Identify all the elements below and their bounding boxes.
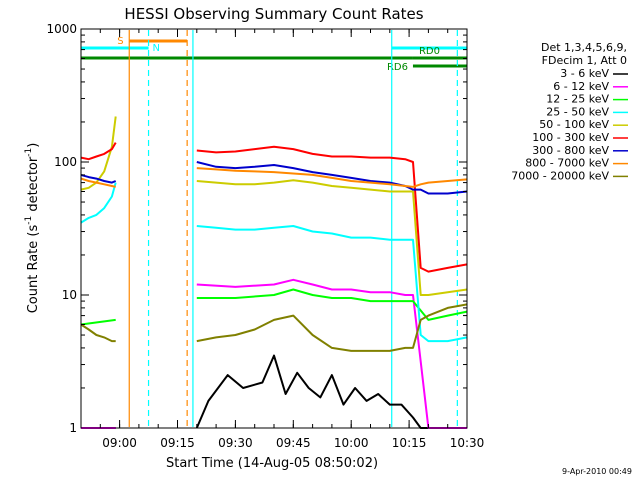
series-line-1: [196, 278, 467, 429]
y-tick-label-0: 1: [69, 421, 77, 435]
series-lines: [80, 116, 468, 429]
legend-label-5: 100 - 300 keV: [532, 131, 609, 144]
x-tick-label-1: 09:15: [160, 436, 195, 450]
y-axis-label-mid: detector: [26, 156, 41, 216]
chart-title: HESSI Observing Summary Count Rates: [124, 5, 423, 23]
series-line-7: [80, 177, 116, 188]
x-tick-label-5: 10:15: [392, 436, 427, 450]
legend-label-0: 3 - 6 keV: [560, 67, 609, 80]
series-line-3: [196, 225, 468, 343]
series-line-5: [196, 145, 468, 273]
y-axis-label: Count Rate (s-1 detector-1): [24, 143, 41, 314]
flag-bar-label-5: RD6: [387, 62, 408, 73]
legend-label-3: 25 - 50 keV: [546, 105, 609, 118]
series-line-4: [196, 179, 468, 296]
vertical-markers: [128, 30, 458, 427]
series-line-8: [80, 323, 116, 343]
x-tick-label-2: 09:30: [218, 436, 253, 450]
flag-bar-label-1: N: [153, 43, 160, 54]
x-tick-label-0: 09:00: [102, 436, 137, 450]
legend-label-8: 7000 - 20000 keV: [511, 169, 609, 182]
y-axis-label-end: ): [26, 143, 41, 148]
y-axis-label-sup2: -1: [24, 148, 34, 157]
flag-bar-label-3: RD0: [419, 46, 440, 57]
y-axis-label-main: Count Rate (s: [26, 225, 41, 314]
series-line-6: [196, 161, 468, 195]
series-line-7: [196, 167, 468, 188]
legend-label-7: 800 - 7000 keV: [525, 157, 609, 170]
series-line-8: [196, 303, 468, 352]
flag-bars: S N RD0 RD6: [81, 36, 467, 73]
legend-label-2: 12 - 25 keV: [546, 93, 609, 106]
series-line-5: [80, 142, 117, 161]
series-line-4: [80, 116, 117, 191]
x-tick-label-4: 10:00: [334, 436, 369, 450]
legend-header-1: FDecim 1, Att 0: [542, 54, 627, 67]
legend-label-4: 50 - 100 keV: [539, 118, 609, 131]
series-line-2: [80, 318, 116, 326]
y-axis-label-sup1: -1: [24, 216, 34, 225]
x-axis-label: Start Time (14-Aug-05 08:50:02): [166, 456, 378, 471]
legend: Det 1,3,4,5,6,9,FDecim 1, Att 03 - 6 keV…: [511, 41, 628, 182]
legend-label-6: 300 - 800 keV: [532, 144, 609, 157]
x-axis-ticks: 09:00 09:15 09:30 09:45 10:00 10:15 10:30: [80, 29, 485, 450]
y-tick-label-3: 1000: [46, 22, 77, 36]
legend-label-1: 6 - 12 keV: [553, 80, 609, 93]
legend-header-0: Det 1,3,4,5,6,9,: [541, 41, 627, 54]
y-tick-label-2: 100: [54, 155, 77, 169]
series-line-6: [80, 173, 117, 184]
x-tick-label-3: 09:45: [276, 436, 311, 450]
series-line-3: [80, 182, 117, 224]
flag-bar-label-0: S: [117, 36, 123, 47]
footer-date: 9-Apr-2010 00:49: [562, 467, 632, 476]
y-axis-ticks: 1 10 100 1000: [46, 22, 467, 435]
x-tick-label-6: 10:30: [450, 436, 485, 450]
y-tick-label-1: 10: [62, 288, 77, 302]
